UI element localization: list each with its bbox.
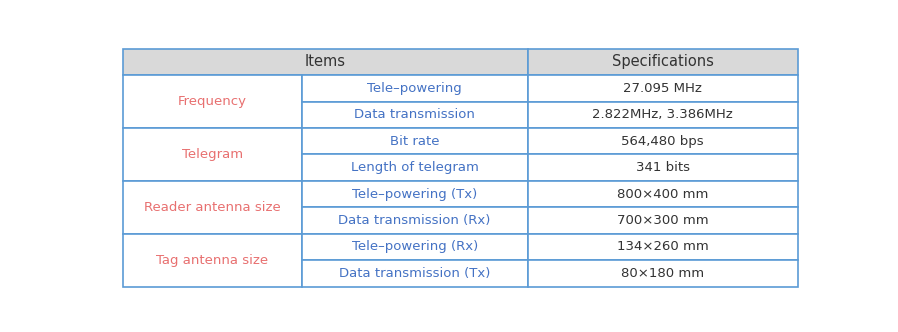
Bar: [302, 260, 528, 287]
Bar: [123, 75, 302, 128]
Bar: [302, 75, 528, 102]
Bar: [302, 207, 528, 234]
Text: Reader antenna size: Reader antenna size: [144, 201, 280, 214]
Bar: [302, 154, 528, 181]
Bar: [302, 234, 528, 260]
Text: 700×300 mm: 700×300 mm: [617, 214, 709, 227]
Text: Items: Items: [304, 54, 346, 69]
Bar: [528, 128, 797, 154]
Bar: [528, 154, 797, 181]
Text: 27.095 MHz: 27.095 MHz: [623, 82, 702, 95]
Text: 800×400 mm: 800×400 mm: [617, 188, 709, 201]
Text: 564,480 bps: 564,480 bps: [621, 135, 704, 148]
Text: Frequency: Frequency: [178, 95, 247, 108]
Text: Length of telegram: Length of telegram: [351, 161, 479, 174]
Bar: [302, 128, 528, 154]
Text: Tag antenna size: Tag antenna size: [156, 254, 269, 267]
Text: Telegram: Telegram: [181, 148, 242, 161]
Bar: [123, 181, 302, 234]
Text: Tele–powering (Rx): Tele–powering (Rx): [351, 240, 478, 253]
Bar: [528, 181, 797, 207]
Text: Bit rate: Bit rate: [390, 135, 439, 148]
Bar: [528, 207, 797, 234]
Text: 2.822MHz, 3.386MHz: 2.822MHz, 3.386MHz: [593, 108, 733, 121]
Text: Data transmission (Rx): Data transmission (Rx): [339, 214, 491, 227]
Bar: [302, 102, 528, 128]
Bar: [123, 234, 302, 287]
Bar: [528, 75, 797, 102]
Text: 341 bits: 341 bits: [636, 161, 690, 174]
Bar: [123, 128, 302, 181]
Text: Tele–powering (Tx): Tele–powering (Tx): [352, 188, 477, 201]
Bar: [528, 234, 797, 260]
Text: Data transmission (Tx): Data transmission (Tx): [339, 267, 490, 280]
Bar: [302, 181, 528, 207]
Text: Specifications: Specifications: [612, 54, 714, 69]
Bar: [528, 49, 797, 75]
Bar: [528, 260, 797, 287]
Text: Tele–powering: Tele–powering: [367, 82, 462, 95]
Bar: [123, 49, 528, 75]
Text: 134×260 mm: 134×260 mm: [617, 240, 709, 253]
Bar: [528, 102, 797, 128]
Text: Data transmission: Data transmission: [354, 108, 475, 121]
Text: 80×180 mm: 80×180 mm: [621, 267, 704, 280]
